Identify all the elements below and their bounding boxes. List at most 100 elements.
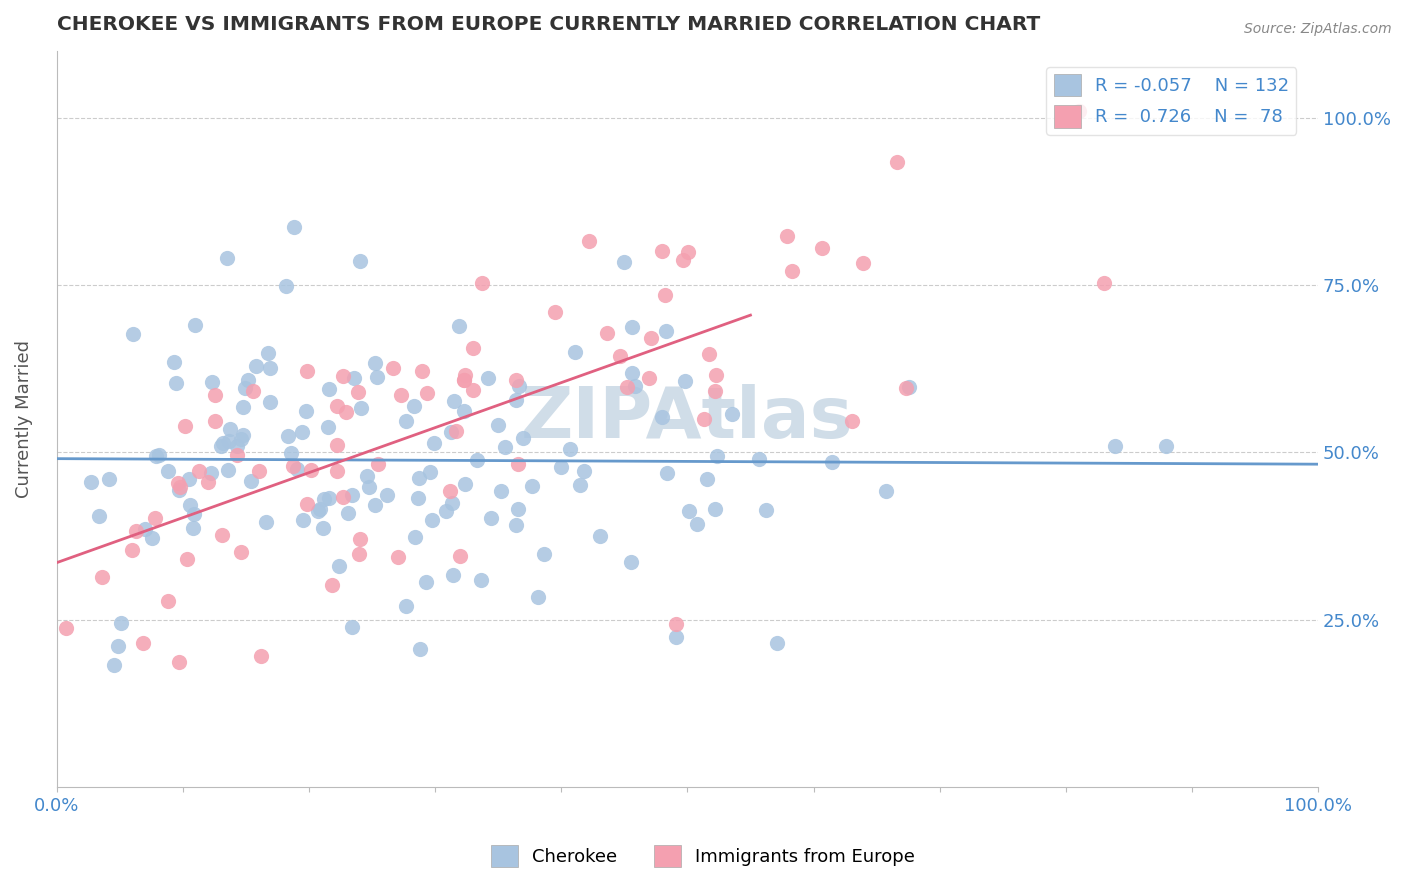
Point bbox=[134, 522, 156, 536]
Point bbox=[107, 640, 129, 654]
Point bbox=[254, 515, 277, 529]
Point bbox=[321, 578, 343, 592]
Point bbox=[274, 278, 297, 293]
Point bbox=[508, 379, 530, 393]
Point bbox=[80, 475, 103, 489]
Point bbox=[259, 360, 281, 375]
Point bbox=[245, 359, 267, 373]
Point bbox=[316, 420, 339, 434]
Point bbox=[200, 467, 222, 481]
Point bbox=[349, 253, 371, 268]
Point bbox=[340, 620, 363, 634]
Point bbox=[782, 264, 804, 278]
Point bbox=[841, 414, 863, 428]
Point bbox=[176, 551, 198, 566]
Point bbox=[657, 466, 679, 480]
Point bbox=[364, 498, 387, 512]
Point bbox=[350, 401, 373, 415]
Point bbox=[440, 425, 463, 439]
Point bbox=[408, 471, 430, 485]
Point bbox=[229, 545, 252, 559]
Point bbox=[416, 386, 439, 401]
Point bbox=[520, 479, 543, 493]
Point bbox=[143, 511, 166, 525]
Legend: Cherokee, Immigrants from Europe: Cherokee, Immigrants from Europe bbox=[484, 838, 922, 874]
Point bbox=[454, 477, 477, 491]
Point bbox=[204, 388, 226, 402]
Point bbox=[409, 642, 432, 657]
Point bbox=[145, 449, 167, 463]
Point bbox=[704, 368, 727, 382]
Point bbox=[886, 155, 908, 169]
Point bbox=[394, 414, 416, 428]
Point bbox=[686, 516, 709, 531]
Point bbox=[132, 636, 155, 650]
Point bbox=[620, 366, 643, 380]
Point bbox=[419, 465, 441, 479]
Point bbox=[665, 630, 688, 644]
Point bbox=[423, 435, 446, 450]
Point bbox=[564, 344, 586, 359]
Point bbox=[277, 429, 299, 443]
Point bbox=[621, 320, 644, 334]
Point bbox=[281, 458, 304, 473]
Point bbox=[613, 255, 636, 269]
Point bbox=[821, 455, 844, 469]
Point bbox=[174, 418, 197, 433]
Point bbox=[486, 418, 509, 433]
Point bbox=[1156, 440, 1178, 454]
Point bbox=[875, 483, 897, 498]
Point bbox=[326, 464, 349, 478]
Point bbox=[332, 491, 354, 505]
Point bbox=[470, 574, 492, 588]
Point bbox=[449, 319, 471, 334]
Point bbox=[318, 491, 340, 505]
Point bbox=[55, 621, 77, 635]
Point bbox=[299, 463, 322, 477]
Point bbox=[167, 476, 190, 491]
Point bbox=[766, 636, 789, 650]
Point bbox=[346, 384, 368, 399]
Point bbox=[148, 448, 170, 462]
Point bbox=[343, 371, 366, 385]
Point bbox=[187, 464, 209, 478]
Point bbox=[672, 252, 695, 267]
Point bbox=[852, 256, 875, 270]
Point bbox=[184, 318, 207, 333]
Point bbox=[280, 446, 302, 460]
Point bbox=[179, 499, 201, 513]
Point bbox=[696, 472, 718, 486]
Point bbox=[449, 549, 471, 563]
Point bbox=[363, 356, 385, 370]
Point bbox=[232, 401, 254, 415]
Point bbox=[550, 460, 572, 475]
Point bbox=[375, 488, 398, 502]
Point bbox=[578, 234, 600, 248]
Point bbox=[257, 345, 280, 359]
Point bbox=[596, 326, 619, 340]
Point bbox=[215, 251, 238, 265]
Point bbox=[357, 480, 380, 494]
Point bbox=[692, 412, 714, 426]
Point bbox=[156, 594, 179, 608]
Point bbox=[169, 656, 191, 670]
Point bbox=[477, 371, 499, 385]
Point bbox=[249, 649, 271, 664]
Point bbox=[103, 658, 125, 673]
Point bbox=[169, 480, 191, 494]
Point bbox=[179, 472, 201, 486]
Y-axis label: Currently Married: Currently Married bbox=[15, 340, 32, 498]
Point bbox=[201, 375, 224, 389]
Point bbox=[624, 378, 647, 392]
Point bbox=[307, 504, 329, 518]
Point bbox=[439, 483, 461, 498]
Point bbox=[415, 574, 437, 589]
Point bbox=[340, 488, 363, 502]
Point bbox=[225, 439, 247, 453]
Point bbox=[704, 384, 727, 398]
Point bbox=[406, 491, 429, 505]
Point bbox=[494, 440, 516, 454]
Point bbox=[616, 380, 638, 394]
Point bbox=[697, 347, 720, 361]
Point bbox=[479, 510, 502, 524]
